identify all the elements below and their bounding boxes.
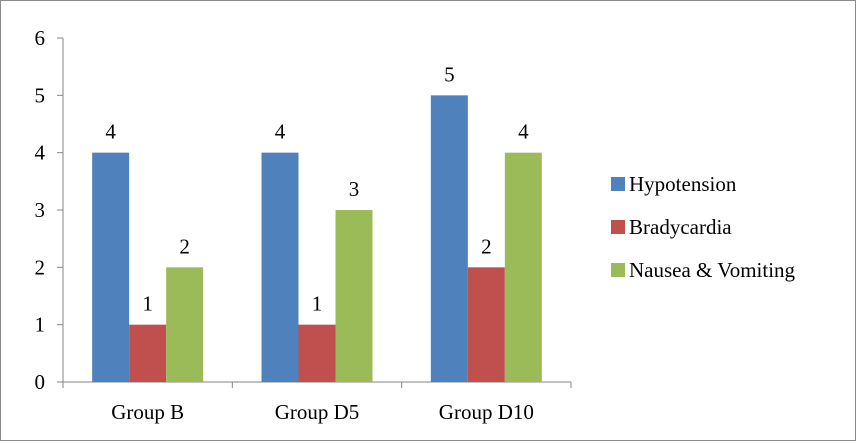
bar-bradycardia [467,267,505,382]
data-label: 1 [312,292,323,316]
y-tick-label: 0 [35,370,46,394]
bar-hypotension [92,152,130,382]
legend-swatch [611,263,625,277]
data-label: 4 [518,120,529,144]
axes: 0 1 2 3 4 5 6 Group B Group D5 Group D10 [35,26,572,424]
data-label: 4 [275,120,286,144]
y-tick-label: 6 [35,26,46,50]
bar-bradycardia [298,324,336,382]
x-category-label: Group B [111,400,184,424]
y-tick-label: 2 [35,255,46,279]
y-tick-label: 3 [35,198,46,222]
legend-label: Nausea & Vomiting [629,258,796,282]
bars [92,95,542,382]
x-category-label: Group D5 [275,400,360,424]
legend-swatch [611,220,625,234]
bar-bradycardia [129,324,167,382]
bar-nausea-vomiting [335,210,373,382]
x-category-label: Group D10 [439,400,534,424]
data-label: 1 [142,292,153,316]
y-tick-label: 1 [35,313,46,337]
y-tick-label: 5 [35,83,46,107]
data-label: 5 [444,62,455,86]
data-label: 2 [179,234,190,258]
data-label: 2 [481,234,492,258]
bar-nausea-vomiting [504,152,542,382]
y-tick-label: 4 [35,141,46,165]
legend-swatch [611,177,625,191]
legend: Hypotension Bradycardia Nausea & Vomiting [611,172,796,282]
data-labels: 4 1 2 4 1 3 5 2 4 [105,62,529,315]
bar-nausea-vomiting [166,267,204,382]
data-label: 3 [349,177,360,201]
bar-hypotension [430,95,468,382]
legend-label: Bradycardia [629,215,732,239]
legend-label: Hypotension [629,172,737,196]
data-label: 4 [105,120,116,144]
bar-hypotension [261,152,299,382]
